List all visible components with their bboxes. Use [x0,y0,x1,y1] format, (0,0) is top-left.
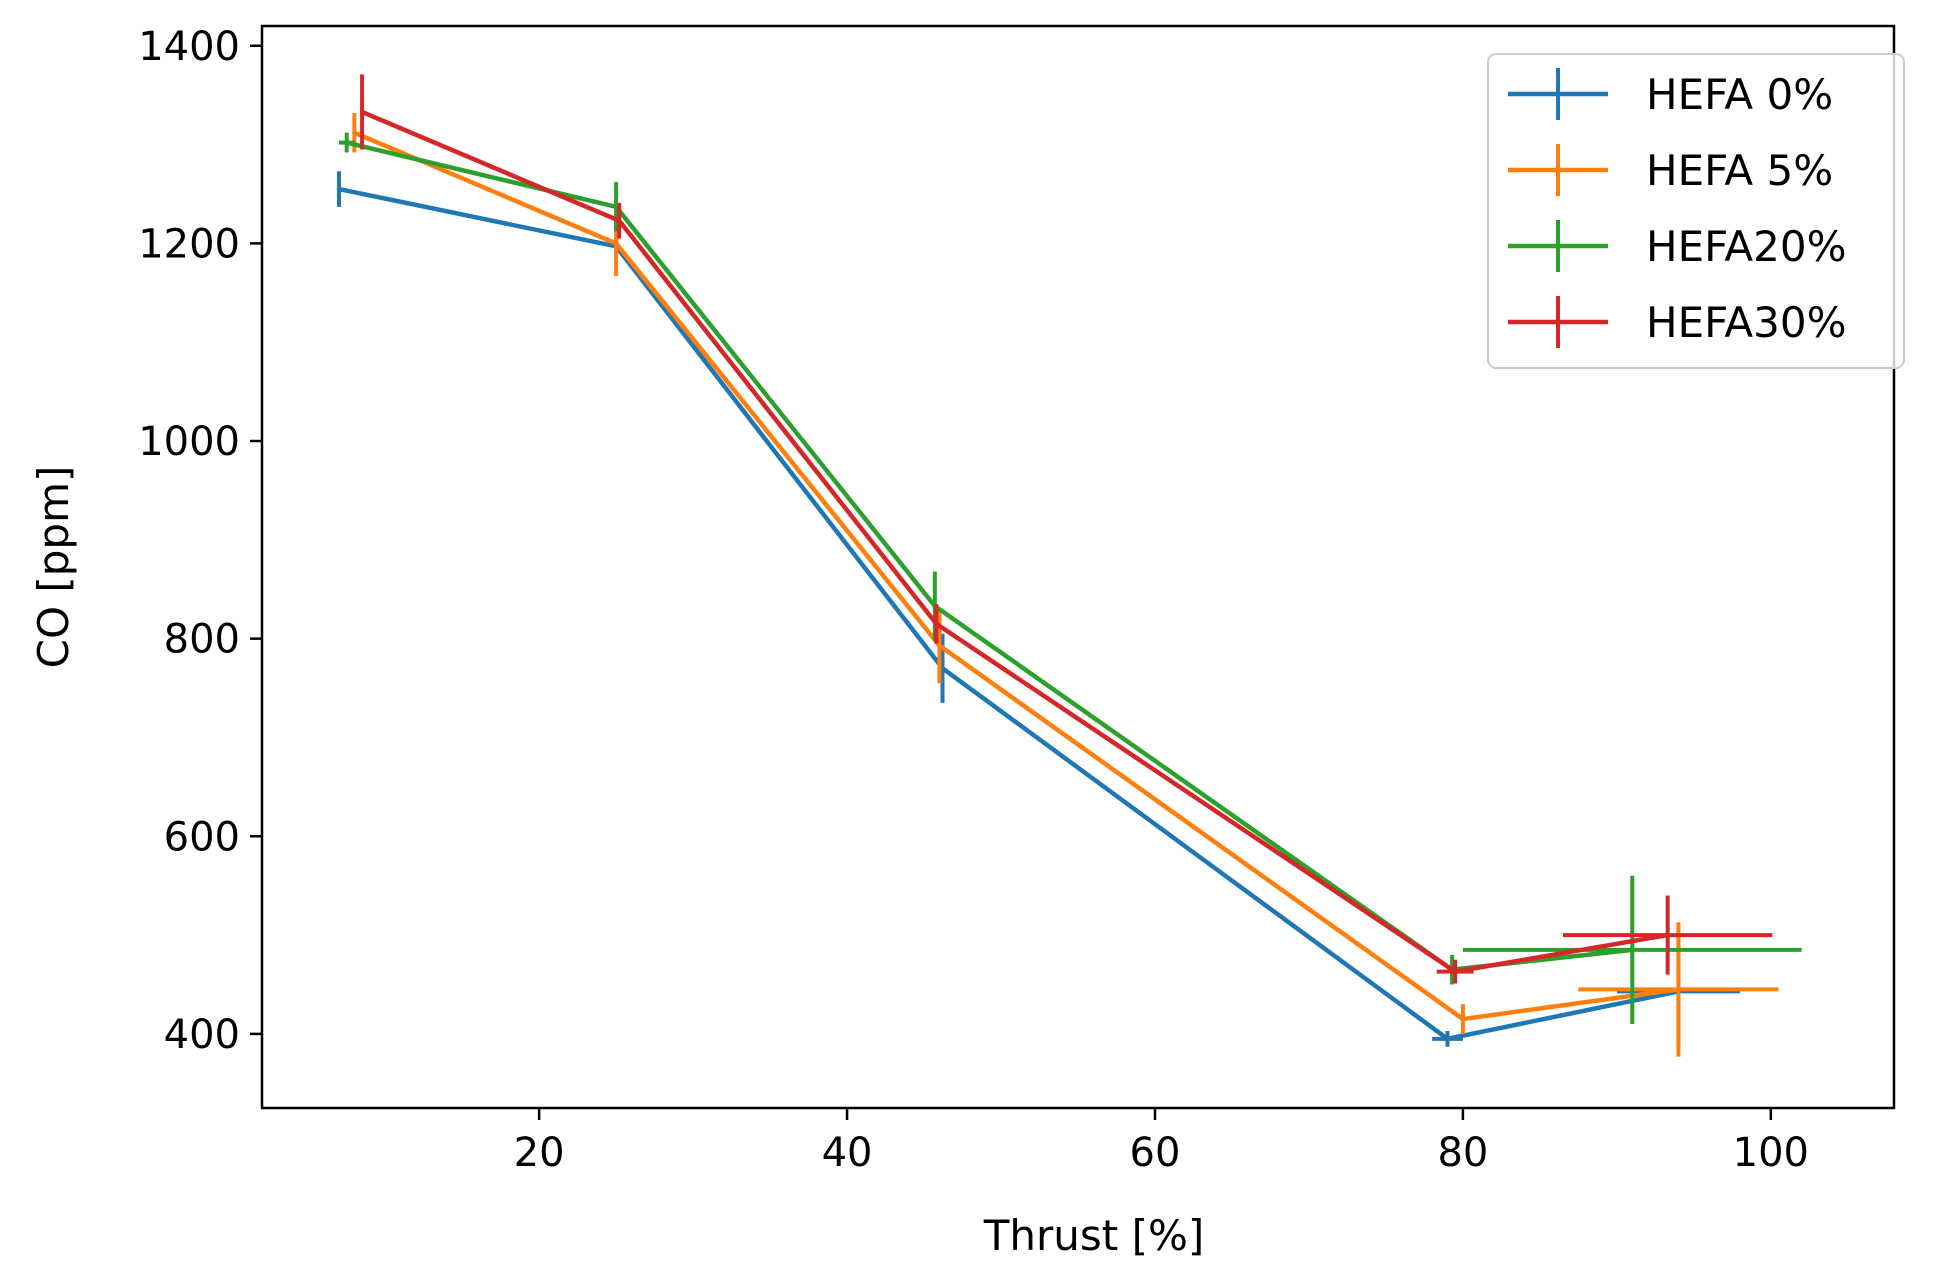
legend-entry: HEFA30% [1508,296,1847,348]
legend-label: HEFA20% [1646,222,1847,271]
x-tick-label: 100 [1733,1130,1809,1176]
x-axis-label: Thrust [%] [983,1211,1205,1260]
legend-entry: HEFA20% [1508,220,1847,272]
legend-label: HEFA30% [1646,298,1847,347]
legend-entries: HEFA 0% HEFA 5% HEFA20% HEFA30% [1508,68,1847,348]
y-tick-label: 800 [164,617,240,663]
x-tick-label: 80 [1437,1130,1488,1176]
plot-area [260,24,1896,1110]
x-tick-label: 40 [822,1130,873,1176]
y-tick-label: 1200 [138,221,240,267]
legend-entry: HEFA 0% [1508,68,1833,120]
y-axis-ticks: 400 600 800 1000 1200 1400 [138,24,262,1058]
legend-entry: HEFA 5% [1508,144,1833,196]
series-hefa-5- [352,112,1779,1057]
y-tick-label: 1000 [138,419,240,465]
x-axis-ticks: 20 40 60 80 100 [514,1108,1809,1176]
legend-frame [1487,53,1905,369]
y-tick-label: 1400 [138,24,240,70]
x-tick-label: 20 [514,1130,565,1176]
axes-frame [260,24,1896,1110]
legend: HEFA 0% HEFA 5% HEFA20% HEFA30% [1487,53,1905,369]
y-tick-label: 600 [164,814,240,860]
y-tick-label: 400 [164,1012,240,1058]
series-hefa30- [359,74,1773,984]
x-tick-label: 60 [1130,1130,1181,1176]
series-layer [336,74,1802,1057]
y-axis-label: CO [ppm] [29,466,78,669]
legend-label: HEFA 0% [1646,70,1833,119]
legend-label: HEFA 5% [1646,146,1833,195]
